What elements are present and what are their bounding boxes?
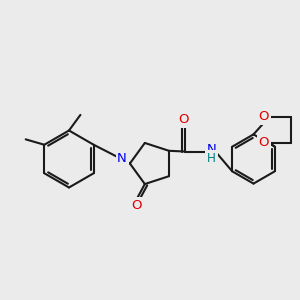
Text: N: N — [117, 152, 127, 166]
Text: H: H — [207, 152, 216, 165]
Text: O: O — [259, 136, 269, 149]
Text: O: O — [259, 110, 269, 124]
Text: O: O — [131, 199, 142, 212]
Text: O: O — [178, 113, 188, 126]
Text: N: N — [207, 142, 216, 156]
